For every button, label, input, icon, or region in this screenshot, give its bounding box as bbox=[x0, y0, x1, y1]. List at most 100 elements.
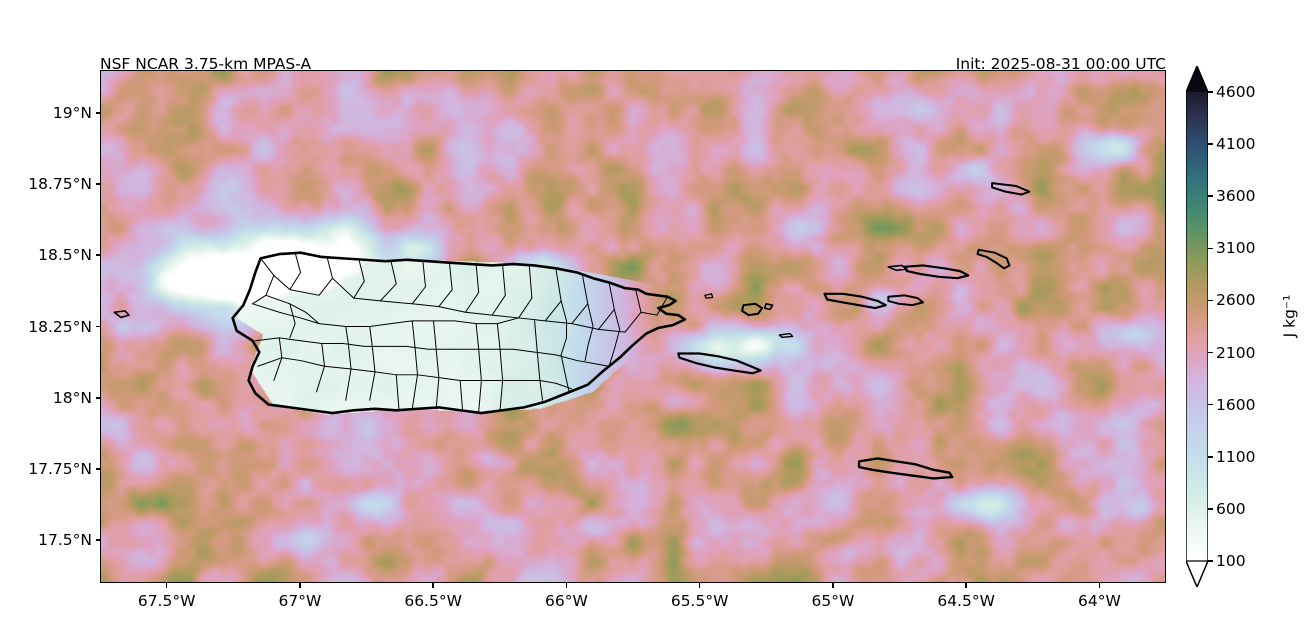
x-tick-label: 67°W bbox=[278, 592, 322, 610]
x-tick bbox=[832, 583, 834, 588]
municipality-boundary-9 bbox=[491, 264, 533, 319]
small-cay-east-coastline bbox=[778, 332, 794, 338]
municipality-boundary-35 bbox=[584, 303, 594, 362]
colorbar-tick bbox=[1208, 403, 1213, 406]
y-tick-label: 19°N bbox=[52, 103, 92, 122]
colorbar-tick-label: 2100 bbox=[1216, 343, 1256, 362]
municipality-boundary-5 bbox=[379, 260, 426, 305]
colorbar-tick-label: 1100 bbox=[1216, 447, 1256, 466]
colorbar-tick bbox=[1208, 143, 1213, 145]
colorbar-tick-label: 1600 bbox=[1216, 395, 1256, 414]
municipality-boundary-28 bbox=[369, 326, 373, 347]
y-tick-label: 18°N bbox=[52, 388, 92, 407]
municipality-boundary-32 bbox=[496, 323, 501, 350]
municipality-boundary-19 bbox=[454, 317, 520, 325]
municipality-boundary-49 bbox=[395, 374, 461, 381]
municipality-boundary-8 bbox=[464, 264, 506, 316]
municipality-boundary-4 bbox=[353, 260, 397, 302]
y-tick-label: 17.5°N bbox=[38, 531, 92, 550]
colorbar-tick-label: 600 bbox=[1216, 499, 1246, 518]
municipality-boundary-6 bbox=[411, 262, 453, 308]
colorbar-tick-label: 3600 bbox=[1216, 187, 1256, 206]
x-tick-label: 64°W bbox=[1077, 592, 1121, 610]
x-tick bbox=[165, 583, 168, 588]
small-cay-coastline bbox=[113, 310, 130, 319]
st-thomas-coastline bbox=[823, 292, 887, 310]
anegada-coastline bbox=[991, 182, 1031, 196]
puerto-rico-coastline bbox=[231, 251, 687, 415]
x-tick-label: 67.5°W bbox=[137, 592, 196, 610]
colorbar-tick bbox=[1208, 195, 1213, 198]
municipality-boundary-30 bbox=[432, 320, 437, 350]
vieques-coastline bbox=[677, 352, 762, 375]
municipality-boundary-40 bbox=[369, 345, 376, 401]
municipality-boundary-3 bbox=[331, 259, 365, 299]
init-time-label: Init: 2025-08-31 00:00 UTC bbox=[955, 55, 1166, 73]
municipality-boundary-51 bbox=[523, 379, 573, 390]
municipality-boundary-2 bbox=[289, 256, 333, 296]
y-tick bbox=[95, 539, 100, 542]
colorbar-tick-label: 4600 bbox=[1216, 83, 1256, 101]
x-tick bbox=[432, 583, 434, 588]
colorbar-tick bbox=[1208, 560, 1213, 562]
colorbar-gradient bbox=[1186, 66, 1208, 587]
colorbar-tick bbox=[1208, 508, 1213, 510]
x-tick bbox=[299, 583, 301, 588]
tortola-coastline bbox=[903, 264, 970, 280]
colorbar-tick-label: 2600 bbox=[1216, 291, 1256, 310]
municipality-boundary-45 bbox=[536, 351, 544, 401]
municipality-boundary-7 bbox=[438, 263, 480, 313]
st-croix-coastline bbox=[857, 457, 954, 480]
jost-van-dyke-coastline bbox=[887, 264, 908, 272]
municipality-boundary-17 bbox=[318, 323, 392, 327]
x-tick bbox=[965, 583, 967, 588]
y-tick bbox=[95, 183, 100, 185]
municipality-boundary-18 bbox=[390, 320, 456, 325]
municipality-boundary-14 bbox=[640, 296, 669, 316]
municipality-boundary-10 bbox=[518, 267, 562, 322]
y-tick-label: 17.75°N bbox=[28, 460, 92, 478]
culebra-coastline bbox=[741, 302, 764, 317]
municipality-boundary-13 bbox=[597, 289, 642, 333]
colorbar-tick-label: 3100 bbox=[1216, 239, 1256, 258]
y-tick-label: 18.5°N bbox=[38, 246, 92, 265]
map-plot-area bbox=[100, 70, 1166, 583]
municipality-boundary-48 bbox=[323, 365, 397, 376]
municipality-boundary-15 bbox=[252, 303, 320, 325]
municipality-boundary-1 bbox=[273, 252, 302, 291]
municipality-boundary-11 bbox=[544, 274, 589, 325]
municipality-boundary-26 bbox=[289, 303, 296, 339]
municipality-boundary-21 bbox=[321, 343, 387, 347]
x-tick-label: 65°W bbox=[811, 592, 855, 610]
municipality-boundary-20 bbox=[254, 337, 323, 345]
cape-heatmap-field bbox=[101, 71, 1165, 582]
municipality-boundary-0 bbox=[252, 257, 275, 305]
model-title: NSF NCAR 3.75-km MPAS-A bbox=[100, 55, 312, 73]
st-john-coastline bbox=[887, 294, 924, 307]
municipality-boundary-16 bbox=[265, 294, 320, 325]
x-tick-label: 66°W bbox=[544, 592, 588, 610]
y-tick-label: 18.25°N bbox=[28, 317, 92, 336]
colorbar-tick bbox=[1208, 247, 1213, 250]
municipality-boundary-53 bbox=[459, 379, 464, 413]
y-tick bbox=[95, 254, 100, 257]
municipality-boundary-42 bbox=[435, 348, 440, 410]
municipality-boundary-41 bbox=[411, 345, 419, 410]
municipality-boundary-22 bbox=[385, 345, 450, 350]
colorbar-tick-label: 100 bbox=[1216, 552, 1246, 570]
municipality-boundary-24 bbox=[512, 348, 578, 362]
colorbar-tick bbox=[1208, 351, 1213, 354]
virgin-gorda-coastline bbox=[976, 248, 1011, 270]
municipality-boundary-31 bbox=[475, 323, 480, 350]
x-tick bbox=[698, 583, 701, 588]
small-cay-north-coastline bbox=[704, 293, 714, 299]
municipality-boundary-39 bbox=[345, 343, 352, 401]
colorbar-tick bbox=[1208, 91, 1213, 93]
municipality-boundary-27 bbox=[345, 326, 349, 345]
colorbar-tick bbox=[1208, 299, 1213, 302]
colorbar-tick-label: 4100 bbox=[1216, 135, 1256, 154]
municipality-boundary-12 bbox=[571, 281, 615, 330]
colorbar-tick bbox=[1208, 455, 1213, 458]
municipality-boundary-44 bbox=[499, 348, 504, 411]
municipality-boundary-25 bbox=[576, 357, 621, 367]
